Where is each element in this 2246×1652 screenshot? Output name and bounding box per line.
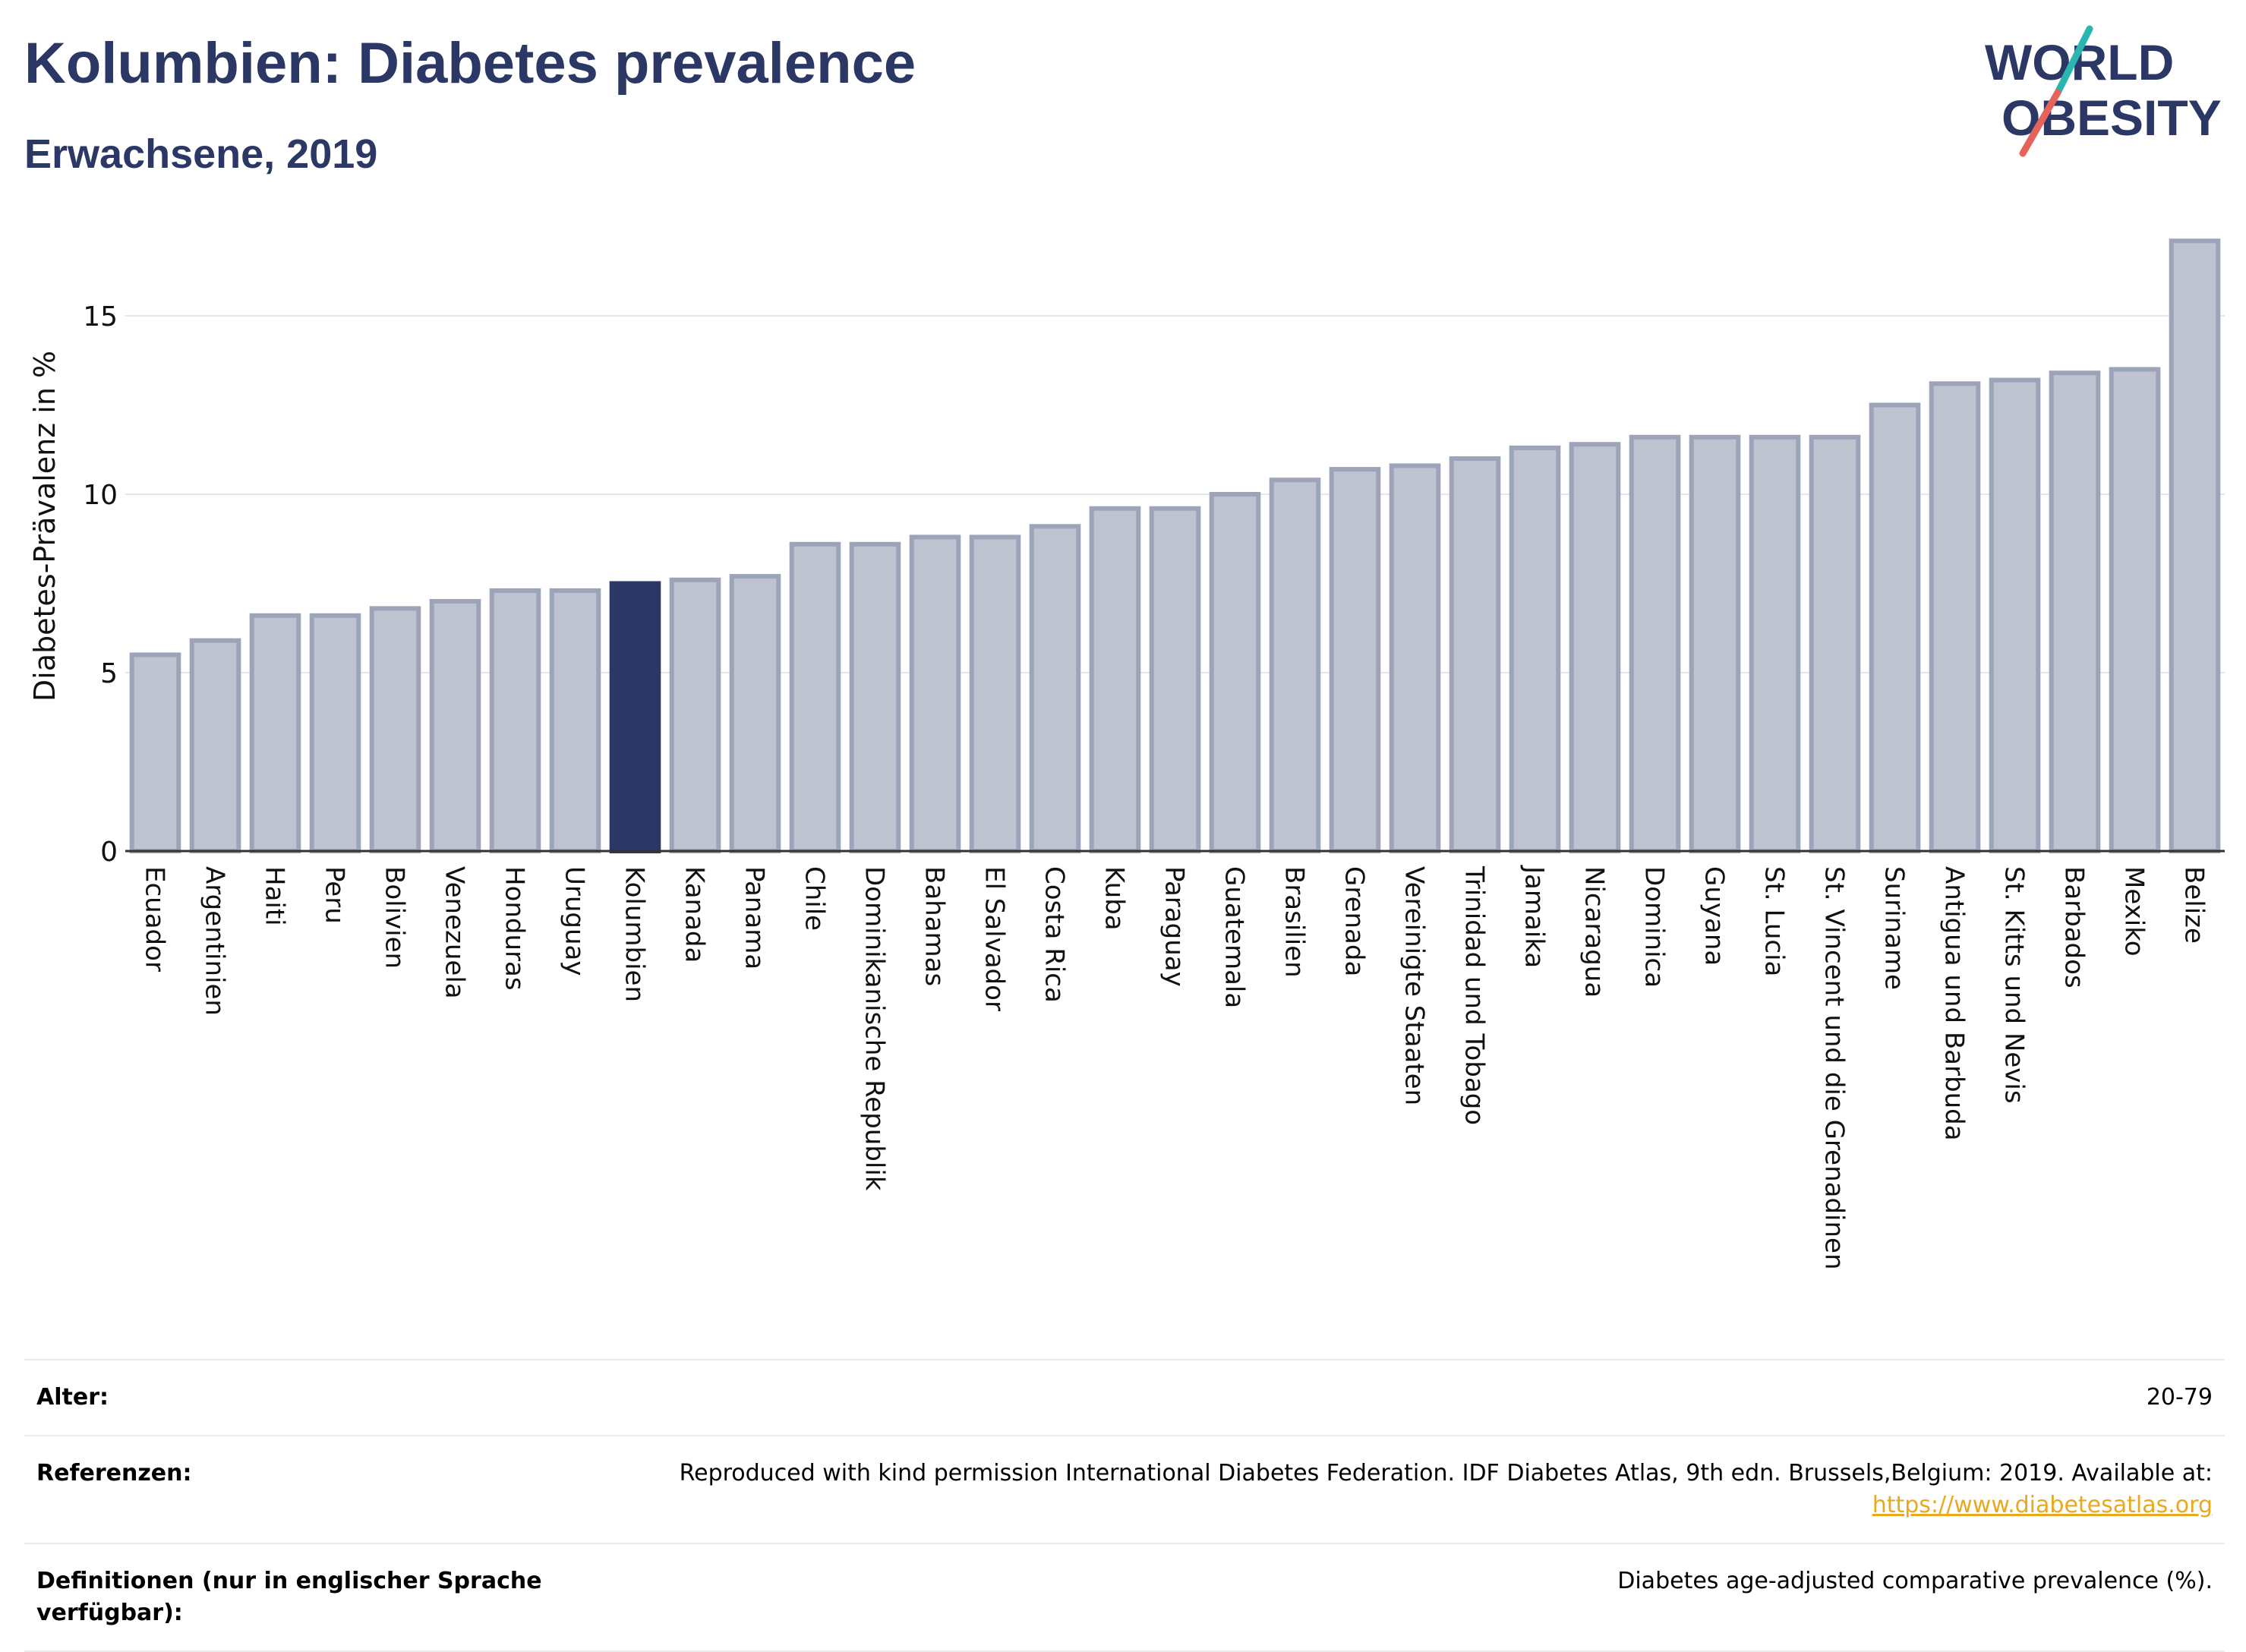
y-tick-label: 0 <box>100 837 118 868</box>
logo-slash-bottom <box>2019 89 2061 157</box>
x-tick-label: St. Vincent und die Grenadinen <box>1819 866 1850 1270</box>
x-tick-label: Ecuador <box>140 866 170 972</box>
bar <box>429 599 481 853</box>
bar <box>1089 506 1141 853</box>
y-axis-label: Diabetes-Prävalenz in % <box>28 351 62 701</box>
bar <box>189 638 241 853</box>
x-tick-label: Mexiko <box>2119 866 2150 957</box>
world-obesity-logo: WORLD OBESITY <box>1985 25 2222 157</box>
x-tick-label: Nicaragua <box>1579 866 1610 998</box>
bar <box>1929 381 1981 854</box>
x-tick-label: Costa Rica <box>1039 866 1070 1003</box>
references-value: Reproduced with kind permission Internat… <box>680 1458 2213 1521</box>
bar <box>1269 478 1321 853</box>
chart-subtitle: Erwachsene, 2019 <box>24 131 378 177</box>
x-tick-label: Paraguay <box>1159 866 1190 987</box>
bar-chart: 0 5 10 15 Diabetes-Prävalenz in % Ecuador Ar… <box>28 238 2225 1270</box>
age-label: Alter: <box>36 1384 109 1411</box>
info-table: Alter: 20-79 Referenzen: Reproduced with… <box>24 1359 2225 1652</box>
bar <box>909 534 961 853</box>
x-tick-label: Dominikanische Republik <box>860 866 890 1191</box>
x-tick-label: El Salvador <box>979 866 1010 1011</box>
x-tick-label: Kolumbien <box>620 866 650 1002</box>
logo-slash-top <box>2054 25 2093 96</box>
definitions-label: Definitionen (nur in englischer Sprache … <box>36 1568 542 1626</box>
bar <box>1749 434 1801 853</box>
bar <box>1029 524 1081 853</box>
y-tick-label: 10 <box>83 480 118 511</box>
info-row-definitions: Definitionen (nur in englischer Sprache … <box>24 1543 2225 1652</box>
y-axis-ticks: 0 5 10 15 <box>83 301 118 868</box>
bar <box>669 577 721 853</box>
x-tick-label: Barbados <box>2059 866 2090 988</box>
x-tick-label: Trinidad und Tobago <box>1459 865 1490 1125</box>
references-label: Referenzen: <box>36 1460 192 1486</box>
x-tick-label: Panama <box>740 866 770 969</box>
bar <box>1509 445 1561 853</box>
x-tick-label: Haiti <box>260 866 290 926</box>
x-tick-label: Bahamas <box>920 866 950 986</box>
x-tick-label: Chile <box>800 866 830 931</box>
y-tick-label: 15 <box>83 301 118 333</box>
bar <box>1869 402 1921 853</box>
x-tick-label: Dominica <box>1639 866 1670 988</box>
bar <box>1329 467 1381 853</box>
bar <box>1689 434 1741 853</box>
x-tick-label: Venezuela <box>440 866 470 999</box>
x-tick-label: Argentinien <box>200 866 230 1016</box>
x-tick-label: Uruguay <box>560 866 590 976</box>
bar <box>489 588 541 854</box>
x-tick-label: Guatemala <box>1219 866 1250 1008</box>
bar <box>2049 370 2101 853</box>
x-tick-label: Guyana <box>1699 866 1730 966</box>
bar <box>1809 434 1861 853</box>
x-tick-label: Grenada <box>1339 866 1370 976</box>
logo-text-obesity: OBESITY <box>2002 90 2222 146</box>
x-tick-label: Peru <box>320 866 350 924</box>
bar <box>1209 492 1261 853</box>
bar <box>1989 377 2041 854</box>
chart-title: Kolumbien: Diabetes prevalence <box>24 31 916 96</box>
bar <box>729 574 781 853</box>
x-tick-label: St. Kitts und Nevis <box>1999 866 2030 1104</box>
bar <box>849 541 901 853</box>
definitions-value: Diabetes age-adjusted comparative preval… <box>1617 1568 2213 1594</box>
bar <box>789 541 841 853</box>
bar-highlight <box>609 581 661 853</box>
references-text: Reproduced with kind permission Internat… <box>679 1460 2213 1486</box>
bar <box>2169 238 2221 854</box>
bar <box>969 534 1021 853</box>
diabetesatlas-link[interactable]: https://www.diabetesatlas.org <box>1872 1492 2213 1518</box>
x-axis-labels: Ecuador Argentinien Haiti Peru Bolivien Venez… <box>140 865 2210 1270</box>
bar <box>369 606 421 854</box>
bar <box>129 652 181 853</box>
x-tick-label: Kanada <box>680 866 710 963</box>
x-tick-label: Belize <box>2179 866 2210 944</box>
bar <box>1449 456 1501 853</box>
bar <box>1569 442 1621 853</box>
info-row-references: Referenzen: Reproduced with kind permiss… <box>24 1435 2225 1543</box>
y-tick-label: 5 <box>100 658 118 689</box>
x-tick-label: Suriname <box>1879 866 1910 990</box>
bar <box>1389 463 1441 853</box>
x-tick-label: Brasilien <box>1279 866 1310 978</box>
bar <box>549 588 601 854</box>
info-row-age: Alter: 20-79 <box>24 1359 2225 1435</box>
x-tick-label: Antigua und Barbuda <box>1939 866 1970 1141</box>
bar <box>249 613 301 853</box>
bar <box>309 613 361 853</box>
x-tick-label: Kuba <box>1099 866 1130 931</box>
x-tick-label: Honduras <box>500 866 530 991</box>
x-tick-label: Bolivien <box>380 866 410 969</box>
bars <box>129 238 2221 854</box>
x-tick-label: St. Lucia <box>1759 866 1790 976</box>
bar <box>1629 434 1681 853</box>
x-tick-label: Jamaika <box>1519 865 1550 968</box>
age-value: 20-79 <box>2146 1384 2213 1411</box>
bar <box>1149 506 1201 853</box>
bar <box>2109 367 2161 853</box>
x-tick-label: Vereinigte Staaten <box>1399 866 1430 1105</box>
